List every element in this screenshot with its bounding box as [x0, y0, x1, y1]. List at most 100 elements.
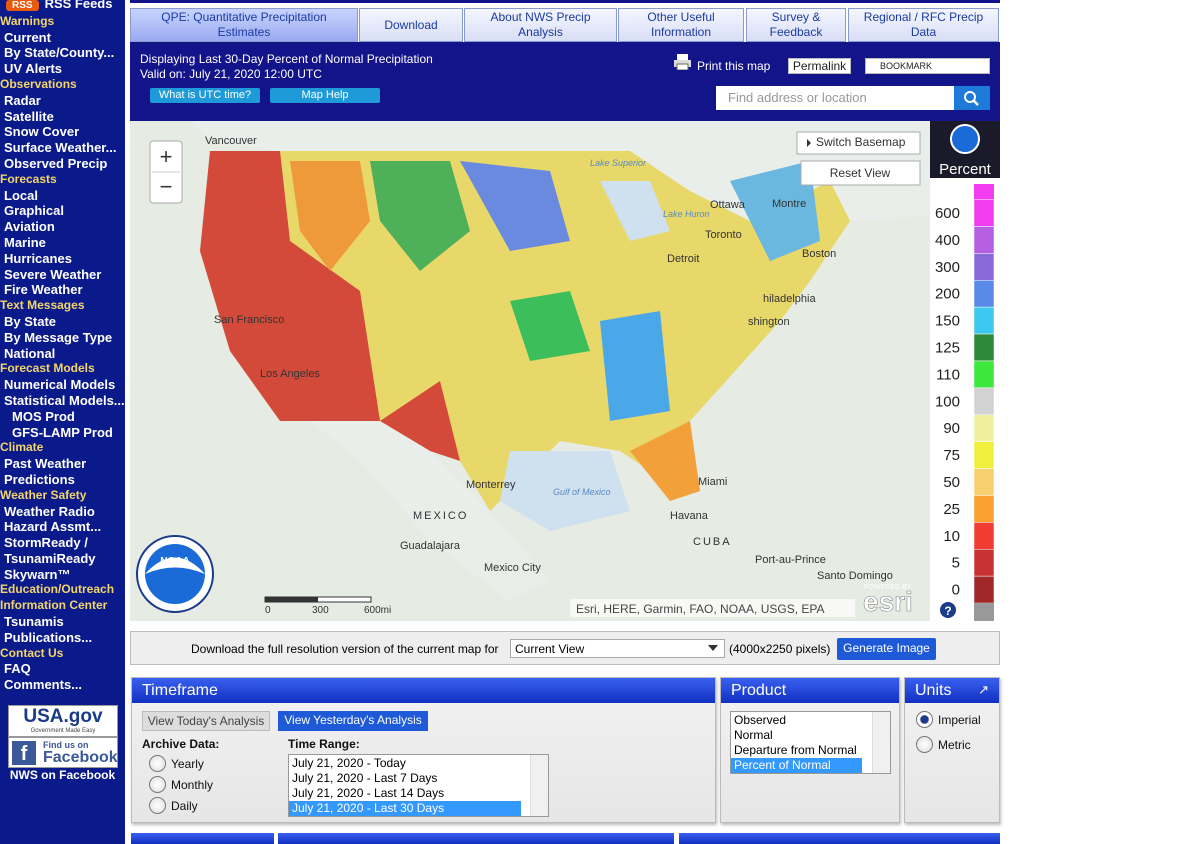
powered-by: POWERED BY [864, 584, 912, 591]
sidebar-heading[interactable]: Contact Us [0, 645, 64, 660]
nav-tab[interactable]: Other Useful Information [618, 8, 744, 42]
sidebar-link[interactable]: Aviation [4, 219, 55, 235]
print-link[interactable]: Print this map [697, 59, 771, 73]
print-icon[interactable] [674, 54, 692, 70]
place-label: Havana [670, 510, 709, 522]
switch-basemap[interactable]: Switch Basemap [816, 135, 906, 149]
sidebar-link[interactable]: Publications... [4, 629, 93, 645]
radio[interactable] [916, 711, 933, 728]
facebook-caption[interactable]: NWS on Facebook [9, 768, 116, 782]
sidebar-heading[interactable]: Observations [0, 76, 77, 91]
reset-view-button[interactable] [800, 160, 921, 186]
generate-button[interactable]: Generate Image [837, 638, 936, 660]
bookmark-button[interactable]: BOOKMARK [865, 58, 990, 74]
radio[interactable] [149, 776, 166, 793]
sidebar-link[interactable]: Fire Weather [4, 282, 83, 298]
zoom-out[interactable]: − [160, 174, 173, 199]
permalink-button[interactable]: Permalink [788, 58, 851, 74]
sidebar-heading[interactable]: Climate [0, 440, 44, 455]
sidebar-link[interactable]: Hazard Assmt... [4, 519, 102, 535]
sidebar-heading[interactable]: Forecasts [0, 171, 57, 186]
sidebar-heading[interactable]: Education/Outreach [0, 582, 115, 597]
sidebar-link[interactable]: FAQ [4, 661, 31, 677]
radio[interactable] [916, 736, 933, 753]
sidebar-heading[interactable]: Weather Safety [0, 487, 87, 502]
sidebar-link[interactable]: Severe Weather [4, 266, 102, 282]
sidebar-link[interactable]: Weather Radio [4, 503, 95, 519]
nav-tab[interactable]: Survey & Feedback [746, 8, 846, 42]
today-button[interactable]: View Today's Analysis [142, 711, 270, 731]
sidebar-link[interactable]: UV Alerts [4, 61, 63, 77]
nav-tab[interactable]: About NWS Precip Analysis [464, 8, 617, 42]
facebook-logo[interactable]: f Find us on Facebook [8, 737, 118, 768]
timeframe-title: Timeframe [132, 678, 715, 703]
radio-label[interactable]: Monthly [171, 778, 214, 792]
rss-row[interactable]: RSS RSS Feeds [0, 0, 125, 14]
radio[interactable] [149, 755, 166, 772]
range-option[interactable]: July 21, 2020 - Today [292, 756, 406, 770]
range-list[interactable]: July 21, 2020 - Today July 21, 2020 - Las… [288, 754, 549, 817]
search-button[interactable] [954, 86, 990, 110]
place-label: San Francisco [214, 314, 284, 326]
yesterday-button[interactable]: View Yesterday's Analysis [278, 711, 428, 731]
expand-icon[interactable]: ↗ [978, 682, 989, 697]
legend-help[interactable]: ? [944, 604, 951, 618]
nav-tab[interactable]: Download [359, 8, 463, 42]
sidebar-link[interactable]: Satellite [4, 108, 54, 124]
utc-button[interactable]: What is UTC time? [150, 88, 260, 103]
sidebar-sublink[interactable]: MOS Prod [12, 408, 75, 424]
nav-tab[interactable]: QPE: Quantitative Precipitation Estimate… [130, 8, 358, 42]
sidebar-link[interactable]: Hurricanes [4, 250, 72, 266]
download-select[interactable]: Current View [510, 639, 725, 658]
radio-label[interactable]: Daily [171, 799, 198, 813]
search-input[interactable]: Find address or location [716, 86, 954, 110]
sidebar-link[interactable]: By State/County... [4, 45, 115, 61]
switch-basemap-button[interactable] [796, 131, 921, 155]
product-option[interactable]: Observed [734, 713, 787, 727]
sidebar-link[interactable]: Snow Cover [4, 124, 80, 140]
radio-label[interactable]: Yearly [171, 757, 204, 771]
sidebar-link[interactable]: Numerical Models [4, 377, 116, 393]
sidebar-link[interactable]: By Message Type [4, 329, 113, 345]
sidebar-link[interactable]: Past Weather Predictions [4, 456, 87, 487]
range-option[interactable]: July 21, 2020 - Last 14 Days [292, 786, 445, 800]
sidebar-link[interactable]: Radar [4, 92, 41, 108]
usagov-logo[interactable]: USA.gov Government Made Easy [8, 705, 118, 737]
sidebar-link[interactable]: Surface Weather... [4, 140, 117, 156]
map[interactable]: + − Switch Basemap Reset View Vancouver L… [130, 121, 930, 621]
sidebar-sublink[interactable]: GFS-LAMP Prod [12, 424, 113, 440]
zoom-in[interactable]: + [160, 144, 173, 169]
nav-tab[interactable]: Regional / RFC Precip Data [848, 8, 999, 42]
reset-view[interactable]: Reset View [830, 166, 891, 180]
help-button[interactable]: Map Help [270, 88, 380, 103]
sidebar-link[interactable]: Comments... [4, 677, 83, 693]
sidebar-link[interactable]: Observed Precip [4, 155, 108, 171]
sidebar-heading[interactable]: Warnings [0, 13, 55, 28]
radio[interactable] [149, 797, 166, 814]
radio-label[interactable]: Metric [938, 738, 971, 752]
sidebar-link[interactable]: Current [4, 29, 51, 45]
range-option[interactable]: July 21, 2020 - Last 7 Days [292, 771, 438, 785]
northeast-wet [730, 161, 820, 261]
lower-panel-header [679, 833, 1000, 844]
product-option[interactable]: Departure from Normal [734, 743, 857, 757]
sidebar-link[interactable]: National [4, 345, 56, 361]
sidebar-link[interactable]: Statistical Models... [4, 392, 125, 408]
sidebar-link[interactable]: Graphical [4, 203, 64, 219]
product-option[interactable]: Normal [734, 728, 773, 742]
product-list[interactable]: Observed Normal Departure from Normal Perce… [730, 711, 891, 774]
sidebar-heading[interactable]: Information Center [0, 598, 108, 613]
sidebar-link[interactable]: Local [4, 187, 38, 203]
radio-label[interactable]: Imperial [938, 713, 981, 727]
header-title: Displaying Last 30-Day Percent of Normal… [140, 52, 433, 66]
sidebar-link[interactable]: Skywarn™ [4, 566, 71, 582]
range-option[interactable]: July 21, 2020 - Last 30 Days [289, 801, 521, 816]
product-option[interactable]: Percent of Normal [731, 758, 862, 773]
sidebar-link[interactable]: By State [4, 313, 57, 329]
sidebar-heading[interactable]: Text Messages [0, 298, 85, 313]
legend-help-icon[interactable] [940, 602, 956, 618]
sidebar-link[interactable]: StormReady / TsunamiReady [4, 535, 96, 566]
sidebar-heading[interactable]: Forecast Models [0, 361, 95, 376]
sidebar-link[interactable]: Tsunamis [4, 614, 64, 630]
sidebar-link[interactable]: Marine [4, 234, 46, 250]
